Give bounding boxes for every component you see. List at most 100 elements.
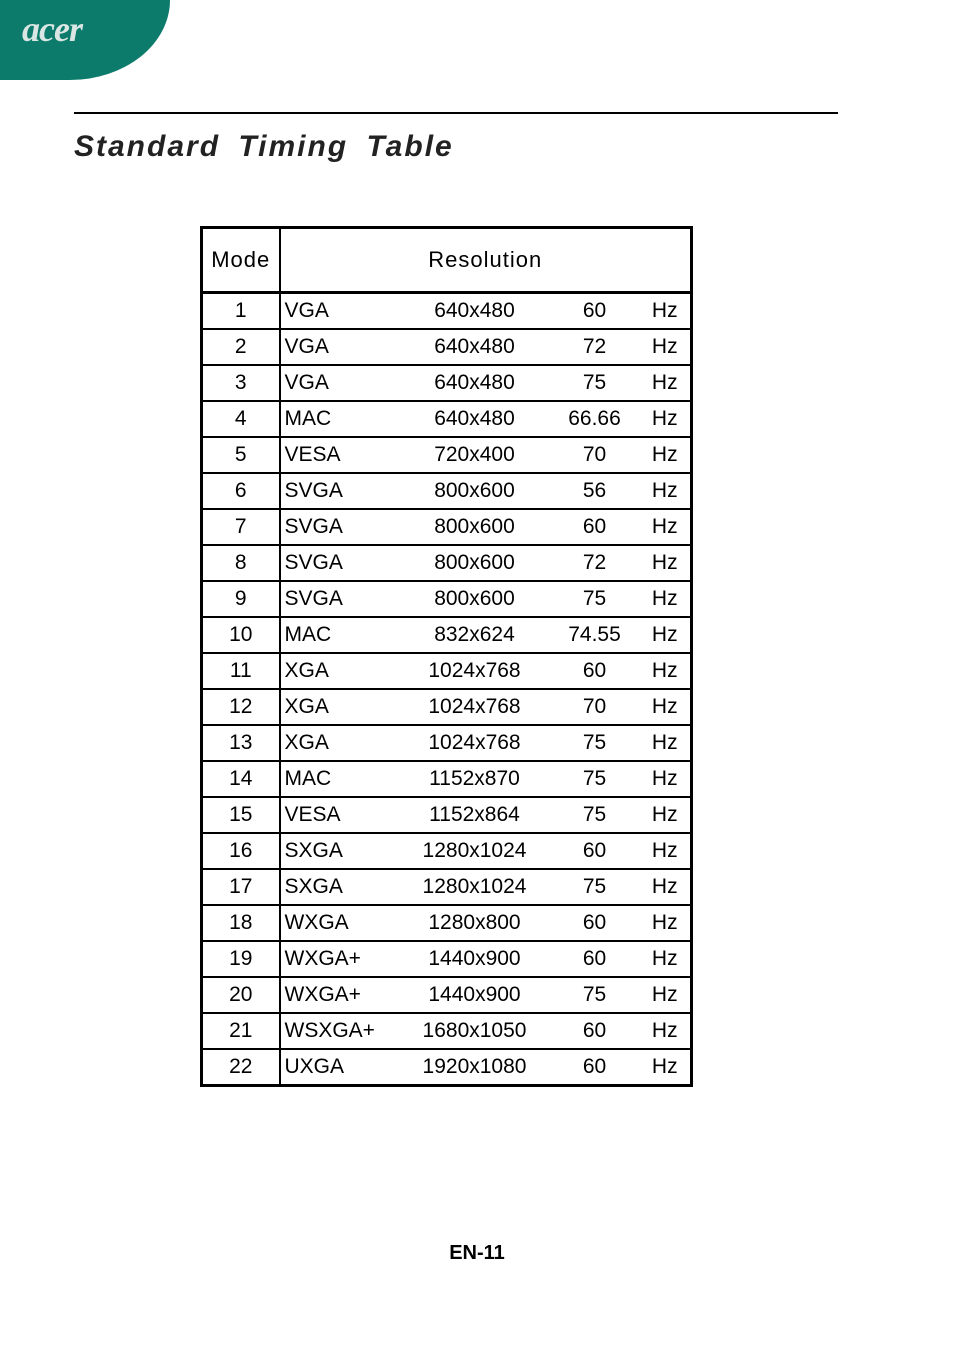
cell-mode: 14 [202, 761, 280, 797]
cell-resolution: 1024x768 [400, 653, 550, 689]
cell-unit: Hz [640, 437, 692, 473]
timing-table: Mode Resolution 1VGA640x48060Hz2VGA640x4… [200, 226, 693, 1087]
cell-frequency: 75 [550, 581, 640, 617]
cell-unit: Hz [640, 797, 692, 833]
cell-unit: Hz [640, 293, 692, 330]
cell-standard: WSXGA+ [280, 1013, 400, 1049]
cell-mode: 1 [202, 293, 280, 330]
cell-standard: VESA [280, 437, 400, 473]
cell-mode: 13 [202, 725, 280, 761]
cell-resolution: 640x480 [400, 329, 550, 365]
cell-standard: SVGA [280, 545, 400, 581]
table-row: 7SVGA800x60060Hz [202, 509, 692, 545]
table-row: 14MAC1152x87075Hz [202, 761, 692, 797]
cell-standard: SXGA [280, 833, 400, 869]
cell-unit: Hz [640, 1049, 692, 1086]
cell-resolution: 800x600 [400, 581, 550, 617]
brand-logo-text: acer [22, 8, 82, 50]
cell-frequency: 60 [550, 653, 640, 689]
table-row: 17SXGA1280x102475Hz [202, 869, 692, 905]
cell-unit: Hz [640, 869, 692, 905]
cell-standard: XGA [280, 653, 400, 689]
cell-standard: WXGA+ [280, 977, 400, 1013]
cell-mode: 11 [202, 653, 280, 689]
cell-frequency: 70 [550, 437, 640, 473]
table-header: Mode Resolution [202, 228, 692, 293]
cell-unit: Hz [640, 761, 692, 797]
table-row: 9SVGA800x60075Hz [202, 581, 692, 617]
cell-standard: VGA [280, 329, 400, 365]
horizontal-rule [74, 112, 838, 114]
cell-resolution: 800x600 [400, 545, 550, 581]
cell-standard: VGA [280, 293, 400, 330]
cell-mode: 20 [202, 977, 280, 1013]
cell-mode: 6 [202, 473, 280, 509]
cell-mode: 21 [202, 1013, 280, 1049]
cell-frequency: 60 [550, 293, 640, 330]
table-row: 21WSXGA+1680x105060Hz [202, 1013, 692, 1049]
cell-standard: VESA [280, 797, 400, 833]
cell-resolution: 640x480 [400, 401, 550, 437]
cell-frequency: 75 [550, 869, 640, 905]
cell-unit: Hz [640, 905, 692, 941]
cell-unit: Hz [640, 725, 692, 761]
table-row: 1VGA640x48060Hz [202, 293, 692, 330]
cell-standard: WXGA [280, 905, 400, 941]
cell-resolution: 1024x768 [400, 689, 550, 725]
cell-resolution: 832x624 [400, 617, 550, 653]
cell-mode: 22 [202, 1049, 280, 1086]
cell-mode: 3 [202, 365, 280, 401]
cell-frequency: 66.66 [550, 401, 640, 437]
cell-unit: Hz [640, 941, 692, 977]
cell-unit: Hz [640, 329, 692, 365]
cell-unit: Hz [640, 1013, 692, 1049]
cell-frequency: 75 [550, 725, 640, 761]
table-row: 15VESA1152x86475Hz [202, 797, 692, 833]
cell-mode: 19 [202, 941, 280, 977]
cell-resolution: 1440x900 [400, 977, 550, 1013]
table-row: 19WXGA+1440x90060Hz [202, 941, 692, 977]
cell-unit: Hz [640, 365, 692, 401]
table-body: 1VGA640x48060Hz2VGA640x48072Hz3VGA640x48… [202, 293, 692, 1086]
table-row: 12XGA1024x76870Hz [202, 689, 692, 725]
cell-frequency: 70 [550, 689, 640, 725]
cell-frequency: 75 [550, 797, 640, 833]
cell-resolution: 1920x1080 [400, 1049, 550, 1086]
cell-resolution: 800x600 [400, 473, 550, 509]
cell-unit: Hz [640, 689, 692, 725]
cell-standard: UXGA [280, 1049, 400, 1086]
header-resolution: Resolution [280, 228, 692, 293]
cell-frequency: 60 [550, 1013, 640, 1049]
cell-resolution: 1152x870 [400, 761, 550, 797]
cell-mode: 18 [202, 905, 280, 941]
cell-standard: SVGA [280, 473, 400, 509]
cell-unit: Hz [640, 473, 692, 509]
cell-resolution: 1280x1024 [400, 869, 550, 905]
cell-standard: MAC [280, 617, 400, 653]
cell-standard: VGA [280, 365, 400, 401]
table-row: 18WXGA1280x80060Hz [202, 905, 692, 941]
cell-resolution: 1680x1050 [400, 1013, 550, 1049]
cell-mode: 10 [202, 617, 280, 653]
cell-unit: Hz [640, 509, 692, 545]
cell-resolution: 1280x1024 [400, 833, 550, 869]
table-row: 11XGA1024x76860Hz [202, 653, 692, 689]
cell-frequency: 72 [550, 329, 640, 365]
cell-mode: 7 [202, 509, 280, 545]
cell-standard: MAC [280, 401, 400, 437]
cell-mode: 12 [202, 689, 280, 725]
cell-frequency: 72 [550, 545, 640, 581]
table-row: 6SVGA800x60056Hz [202, 473, 692, 509]
cell-standard: SVGA [280, 581, 400, 617]
cell-resolution: 1440x900 [400, 941, 550, 977]
cell-mode: 16 [202, 833, 280, 869]
cell-standard: XGA [280, 725, 400, 761]
cell-frequency: 75 [550, 977, 640, 1013]
table-row: 13XGA1024x76875Hz [202, 725, 692, 761]
page-title: Standard Timing Table [74, 130, 454, 164]
brand-corner: acer [0, 0, 170, 80]
cell-frequency: 75 [550, 761, 640, 797]
table-row: 10MAC832x62474.55Hz [202, 617, 692, 653]
cell-frequency: 56 [550, 473, 640, 509]
cell-resolution: 1280x800 [400, 905, 550, 941]
